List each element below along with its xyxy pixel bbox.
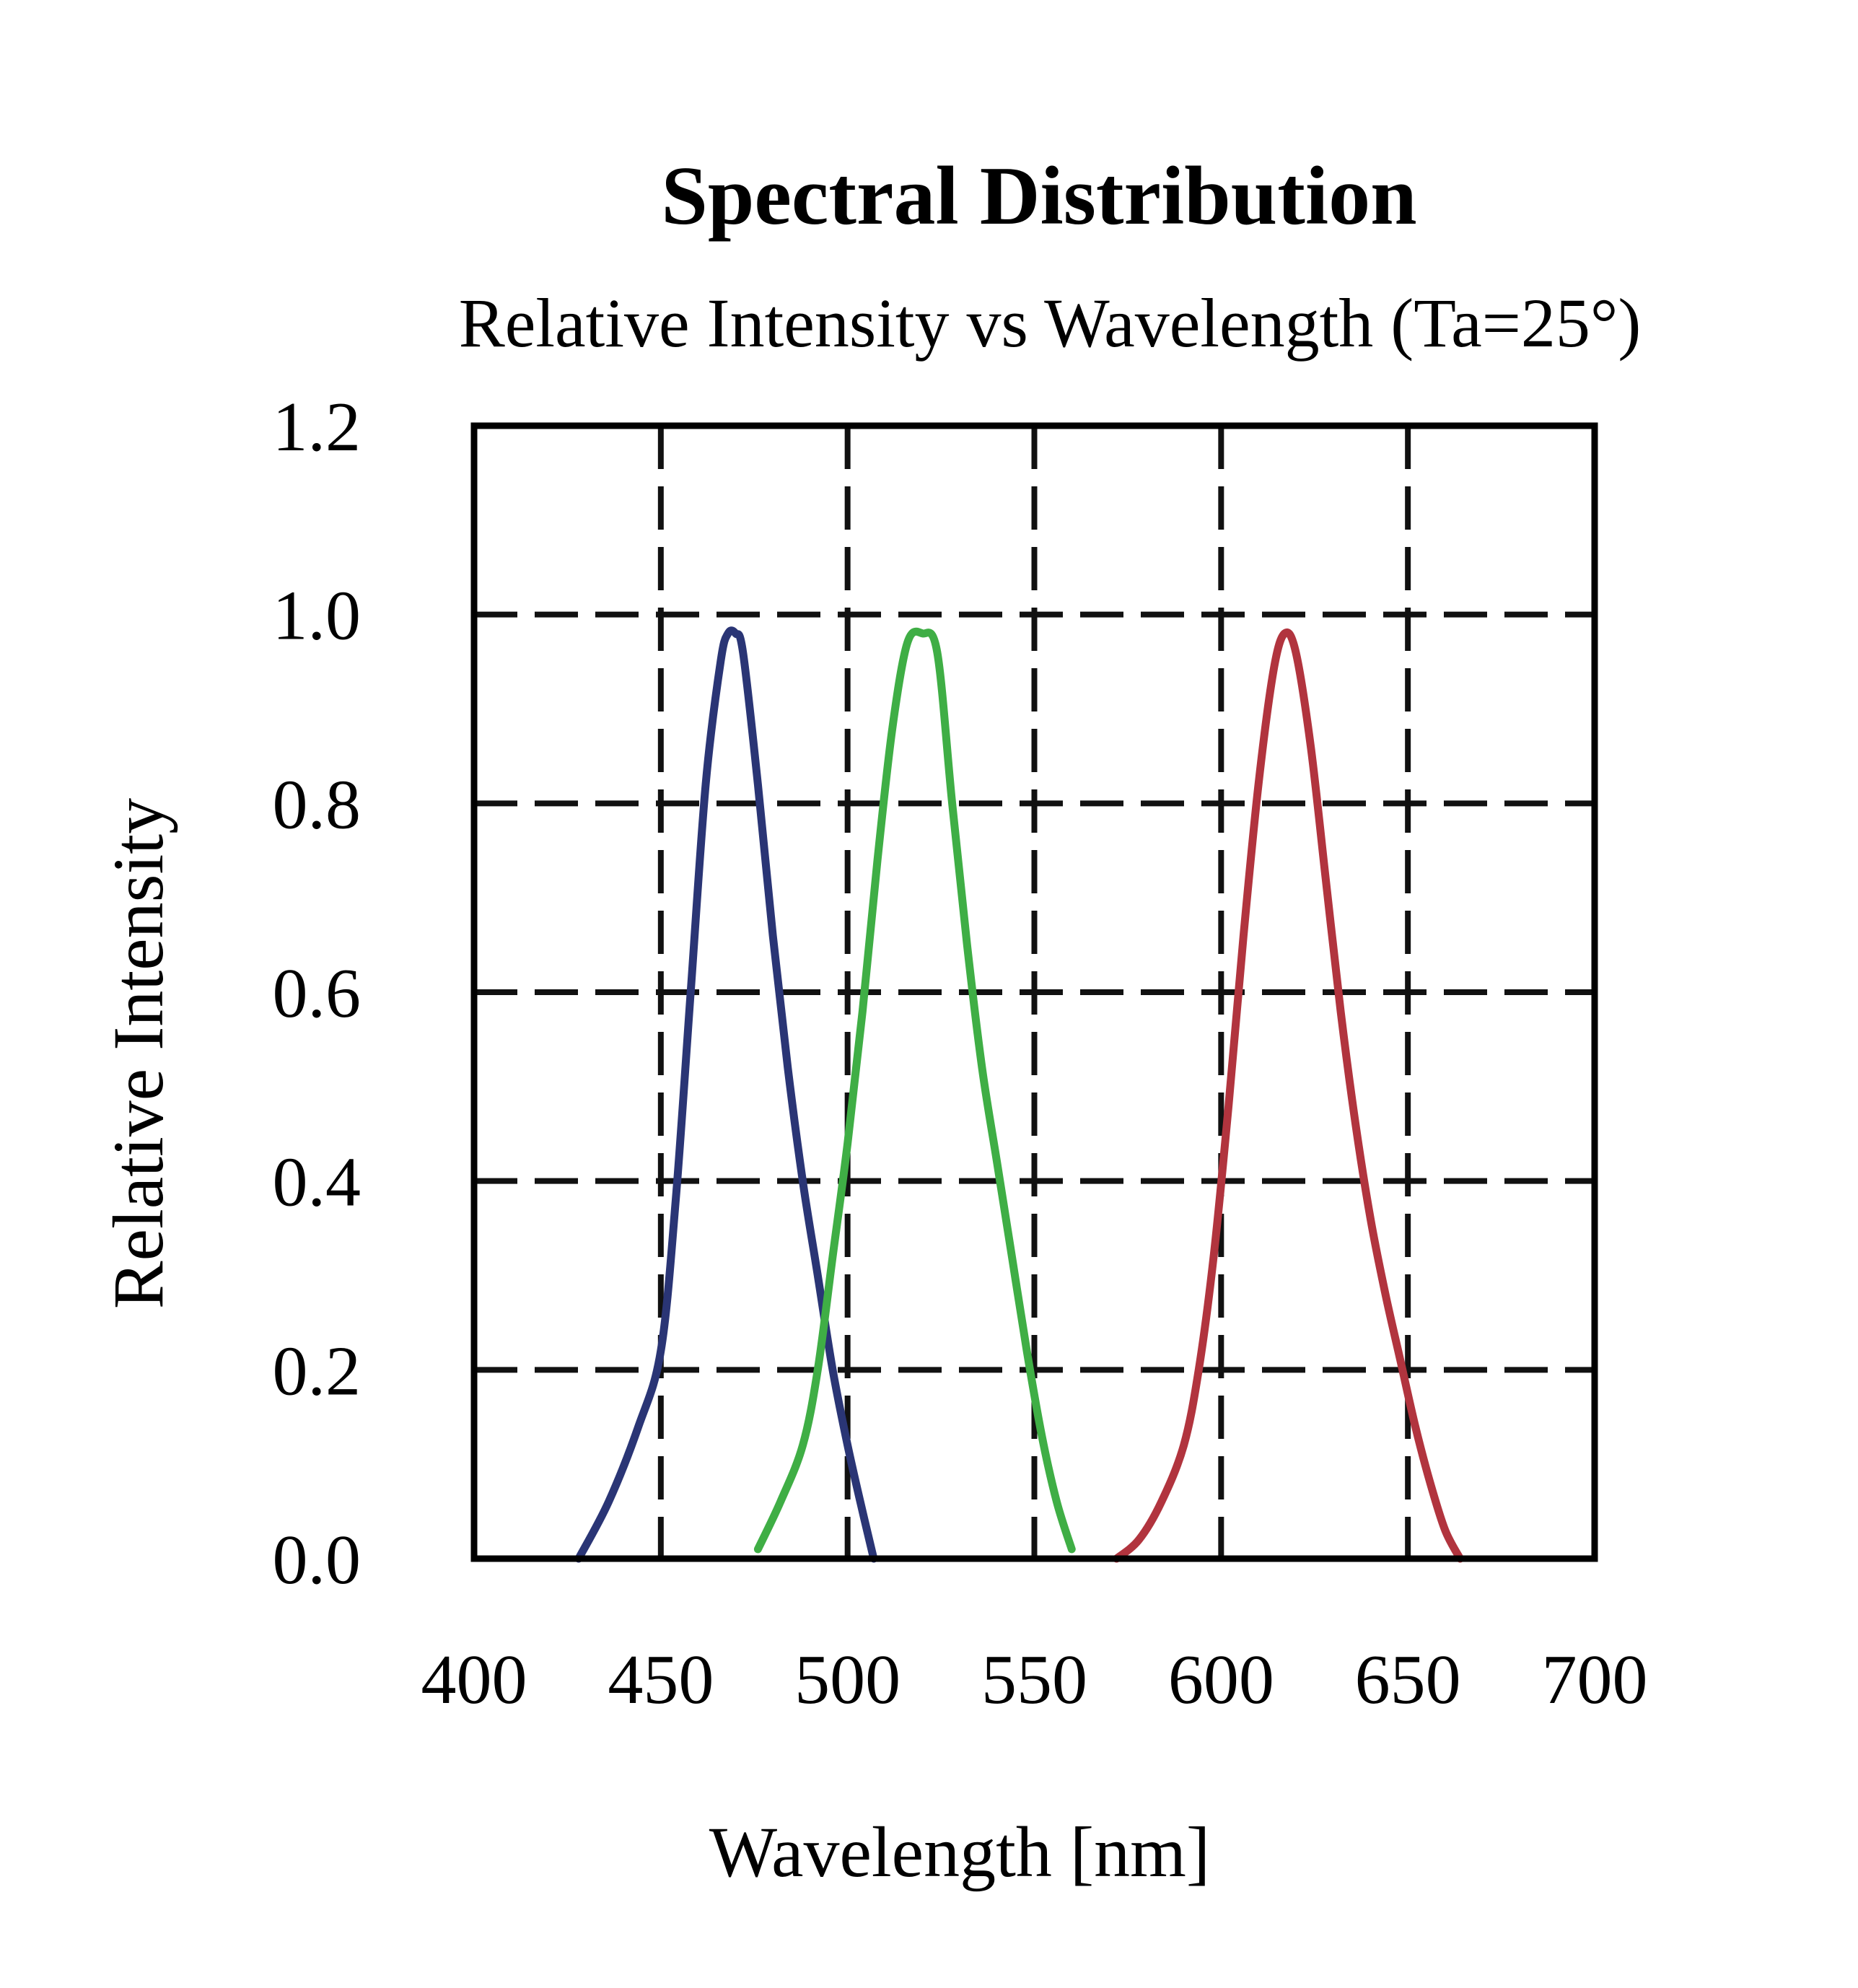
y-tick-label: 0.8 <box>273 766 361 844</box>
x-tick-label: 650 <box>1355 1641 1461 1719</box>
y-tick-label: 0.4 <box>273 1144 361 1222</box>
x-tick-label: 400 <box>421 1641 527 1719</box>
x-tick-labels: 400 450 500 550 600 650 700 <box>421 1641 1648 1719</box>
series-line-3 <box>1112 628 1465 1563</box>
y-tick-label: 1.2 <box>273 388 361 466</box>
chart-subtitle: Relative Intensity vs Wavelength (Ta=25°… <box>459 284 1642 362</box>
y-axis-title: Relative Intensity <box>98 798 178 1309</box>
x-tick-label: 700 <box>1542 1641 1648 1719</box>
y-tick-labels: 0.0 0.2 0.4 0.6 0.8 1.0 1.2 <box>273 388 361 1599</box>
y-tick-label: 0.0 <box>273 1521 361 1599</box>
series-line-2 <box>753 627 1076 1554</box>
series-layer <box>574 626 1465 1563</box>
chart-title: Spectral Distribution <box>661 150 1416 242</box>
series-line-1 <box>574 626 878 1563</box>
x-tick-label: 450 <box>608 1641 714 1719</box>
y-tick-label: 0.2 <box>273 1332 361 1410</box>
plot-frame <box>470 422 1598 1562</box>
x-tick-label: 550 <box>981 1641 1087 1719</box>
x-tick-label: 500 <box>794 1641 900 1719</box>
x-tick-label: 600 <box>1168 1641 1274 1719</box>
y-tick-label: 1.0 <box>273 577 361 655</box>
x-axis-title: Wavelength [nm] <box>709 1812 1210 1892</box>
y-tick-label: 0.6 <box>273 955 361 1033</box>
